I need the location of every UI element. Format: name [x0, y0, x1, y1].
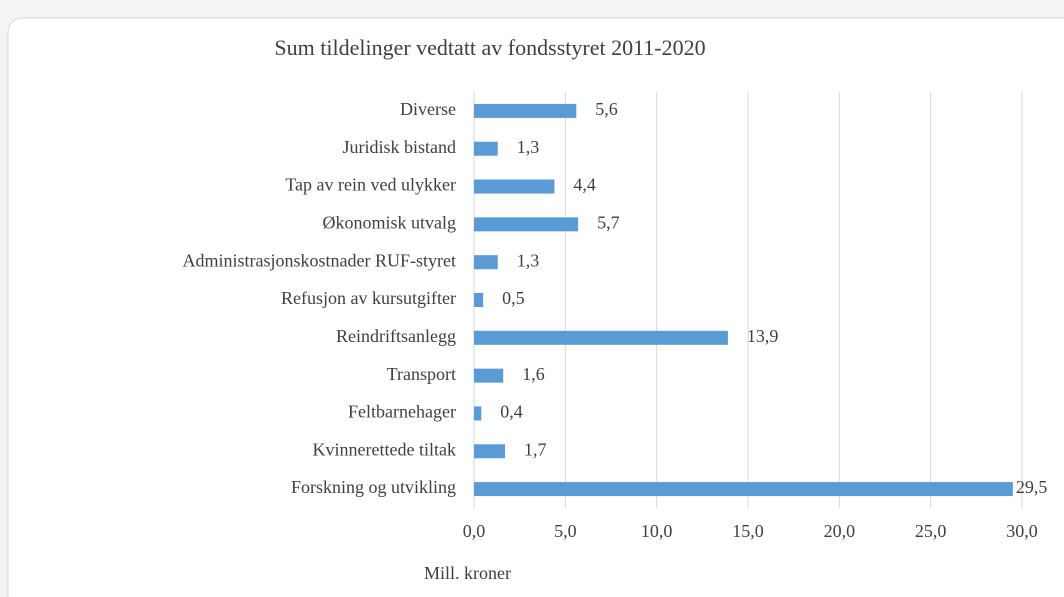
bar [474, 330, 728, 345]
x-tick-label: 0,0 [463, 521, 486, 541]
x-tick-label: 15,0 [732, 521, 764, 541]
data-label: 13,9 [747, 326, 779, 346]
data-label: 5,7 [597, 212, 620, 232]
bar [474, 141, 498, 156]
x-tick-label: 10,0 [641, 521, 673, 541]
y-tick-label: Diverse [400, 99, 456, 119]
bar [474, 406, 482, 421]
data-label: 0,4 [500, 402, 522, 422]
y-tick-label: Refusjon av kursutgifter [281, 288, 456, 308]
data-label: 0,5 [502, 288, 524, 308]
x-tick-label: 30,0 [1006, 521, 1038, 541]
bar [474, 293, 484, 307]
x-tick-label: 5,0 [554, 521, 577, 541]
bar [474, 217, 579, 232]
y-tick-label: Økonomisk utvalg [323, 212, 457, 232]
data-label: 1,3 [517, 250, 540, 270]
x-tick-label: 20,0 [824, 521, 856, 541]
y-tick-label: Administrasjonskostnader RUF-styret [183, 250, 456, 270]
chart-title: Sum tildelinger vedtatt av fondsstyret 2… [274, 35, 705, 60]
y-tick-label: Juridisk bistand [342, 137, 456, 157]
y-tick-label: Reindriftsanlegg [336, 326, 456, 346]
bar [474, 179, 555, 194]
y-tick-label: Forskning og utvikling [291, 477, 456, 497]
data-label: 1,7 [524, 439, 547, 459]
y-tick-label: Transport [387, 364, 456, 384]
bar [474, 444, 506, 459]
x-tick-label: 25,0 [915, 521, 947, 541]
bar [474, 103, 577, 118]
data-label: 4,4 [573, 175, 596, 195]
data-label: 1,3 [517, 137, 540, 157]
y-tick-label: Feltbarnehager [348, 402, 456, 422]
y-tick-label: Kvinnerettede tiltak [313, 439, 456, 459]
data-label: 1,6 [522, 364, 545, 384]
chart-card [7, 17, 1064, 597]
bar [474, 482, 1013, 497]
data-label: 29,5 [1016, 477, 1048, 497]
y-tick-label: Tap av rein ved ulykker [285, 175, 456, 195]
x-axis-title: Mill. kroner [424, 563, 511, 583]
bar [474, 368, 504, 383]
bar [474, 255, 498, 270]
data-label: 5,6 [595, 99, 618, 119]
